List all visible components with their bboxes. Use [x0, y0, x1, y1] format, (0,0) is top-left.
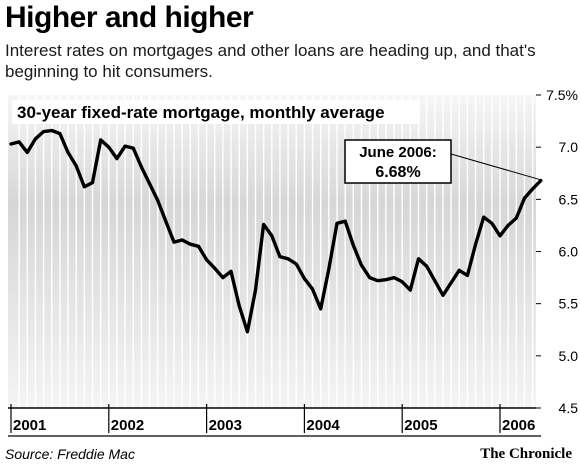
data-point — [206, 259, 208, 261]
data-point — [140, 166, 142, 168]
x-tick-label: 2004 — [306, 417, 340, 434]
data-point — [434, 280, 436, 282]
grid-lines — [18, 95, 534, 408]
data-point — [385, 279, 387, 281]
data-point — [149, 183, 151, 185]
data-point — [352, 244, 354, 246]
data-point — [320, 308, 322, 310]
x-tick-label: 2006 — [502, 417, 535, 434]
data-point — [483, 216, 485, 218]
data-point — [311, 288, 314, 290]
data-point — [344, 220, 346, 222]
data-point — [295, 263, 297, 265]
chart-title: 30-year fixed-rate mortgage, monthly ave… — [17, 103, 385, 122]
data-point — [246, 331, 248, 333]
data-point — [466, 274, 468, 277]
data-point — [230, 270, 232, 272]
data-point — [83, 186, 85, 188]
data-point — [263, 223, 265, 225]
data-point — [43, 130, 45, 133]
page-subtitle: Interest rates on mortgages and other lo… — [5, 41, 536, 81]
data-point — [540, 180, 542, 182]
data-point — [10, 143, 12, 145]
data-point — [409, 289, 411, 291]
data-point — [271, 235, 273, 237]
source-note: Source: Freddie Mac — [5, 446, 135, 462]
y-tick-label: 5.5 — [559, 296, 579, 312]
data-point — [442, 294, 444, 296]
series-line — [9, 128, 543, 334]
data-point — [222, 277, 224, 279]
y-tick-label: 6.5 — [559, 191, 579, 207]
data-point — [426, 265, 428, 267]
data-point — [417, 258, 420, 260]
callout-label-line2: 6.68% — [375, 164, 420, 181]
page-title: Higher and higher — [5, 1, 254, 34]
data-point — [51, 129, 53, 132]
y-tick-label: 6.0 — [559, 244, 579, 260]
data-point — [67, 151, 69, 153]
data-point — [34, 138, 37, 140]
data-point — [108, 146, 110, 148]
data-point — [532, 188, 534, 190]
data-point — [18, 141, 20, 143]
data-point — [75, 165, 77, 167]
y-tick-label: 5.0 — [559, 348, 579, 364]
y-tick-label: 7.0 — [559, 139, 579, 155]
data-point — [59, 133, 61, 135]
data-point — [491, 222, 493, 224]
data-point — [91, 182, 94, 184]
data-point — [279, 256, 281, 258]
data-point — [369, 277, 371, 279]
data-point — [507, 224, 509, 226]
data-point — [393, 277, 395, 279]
x-tick-label: 2005 — [404, 417, 437, 434]
data-point — [26, 151, 28, 153]
x-axis-ticks: 2001 2002 2003 2004 2005 2006 — [8, 404, 541, 437]
data-point — [165, 220, 167, 222]
data-point — [100, 139, 102, 141]
data-point — [214, 267, 216, 269]
x-tick-label: 2002 — [111, 417, 144, 434]
callout-leader-line — [450, 153, 540, 181]
data-point — [336, 222, 338, 224]
data-point — [450, 282, 452, 284]
data-point — [157, 199, 159, 201]
data-point — [132, 147, 134, 149]
data-point — [189, 243, 191, 245]
data-point — [287, 258, 289, 260]
data-point — [499, 235, 501, 237]
annotation-layer: June 2006: 6.68% — [344, 139, 540, 184]
data-point — [523, 197, 526, 199]
x-tick-label: 2003 — [209, 417, 242, 434]
data-point — [401, 281, 403, 283]
x-tick-label: 2001 — [13, 417, 46, 434]
data-point — [458, 269, 460, 271]
data-point — [303, 278, 305, 280]
data-point — [116, 158, 118, 160]
data-point — [124, 145, 126, 147]
data-point — [197, 245, 200, 247]
data-point — [360, 264, 362, 266]
callout-label-line1: June 2006: — [359, 144, 437, 161]
publisher-credit: The Chronicle — [480, 446, 572, 462]
y-tick-label: 7.5% — [546, 87, 578, 103]
data-point — [328, 268, 330, 270]
data-point — [377, 280, 379, 282]
data-point — [515, 217, 517, 219]
data-point — [475, 243, 477, 245]
data-point — [181, 239, 183, 241]
y-axis-ticks: 7.5% 7.0 6.5 6.0 5.5 5.0 4.5 — [536, 87, 578, 416]
callout-box — [344, 139, 452, 184]
y-tick-label: 4.5 — [559, 400, 579, 416]
data-point — [173, 241, 175, 243]
data-point — [254, 289, 257, 291]
data-point — [238, 305, 240, 307]
chart-title-background — [12, 100, 420, 124]
series-layer — [9, 128, 543, 334]
